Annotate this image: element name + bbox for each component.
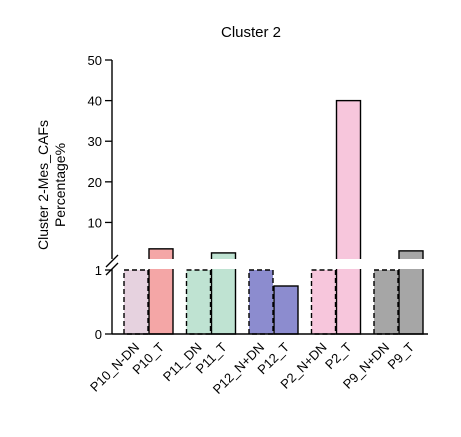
y-tick-label-10: 10 xyxy=(88,215,102,230)
bar-P2_T xyxy=(335,99,362,335)
x-category-label: P2_T xyxy=(322,339,355,372)
y-tick-label-40: 40 xyxy=(88,94,102,109)
bars-group xyxy=(123,99,424,335)
chart-title: Cluster 2 xyxy=(221,24,281,41)
bar-rect xyxy=(310,269,337,335)
y-tick-label-1: 1 xyxy=(95,263,102,278)
bar-rect xyxy=(335,99,362,335)
y-axis-label-line-1: Cluster 2-Mes_CAFs xyxy=(35,120,51,250)
axis-break-mark-upper xyxy=(105,254,119,268)
axis-break-mark-lower xyxy=(105,262,119,276)
bar-rect xyxy=(185,269,212,335)
axes-group xyxy=(104,60,434,335)
y-tick-label-20: 20 xyxy=(88,175,102,190)
y-tick-label-30: 30 xyxy=(88,134,102,149)
y-axis-label: Cluster 2-Mes_CAFs Percentage% xyxy=(35,120,68,250)
bar-rect xyxy=(373,269,399,335)
y-tick-label-0: 0 xyxy=(95,327,102,342)
x-category-labels: P10_N-DNP10_TP11_DNP11_TP12_N+DNP12_TP2_… xyxy=(87,339,417,396)
bar-P12_T xyxy=(273,285,299,335)
y-axis-label-line-2: Percentage% xyxy=(52,143,68,227)
bar-P11_DN xyxy=(185,269,212,335)
bar-P2_N+DN xyxy=(310,269,337,335)
x-category-label: P9_T xyxy=(385,339,418,372)
y-ticks-group: 0 1 10 20 30 40 50 xyxy=(88,53,112,342)
y-tick-label-50: 50 xyxy=(88,53,102,68)
bar-rect xyxy=(273,285,299,335)
bar-rect xyxy=(123,269,149,335)
bar-P10_N-DN xyxy=(123,269,149,335)
bar-P12_N+DN xyxy=(248,269,274,335)
bar-P9_N+DN xyxy=(373,269,399,335)
bar-rect xyxy=(248,269,274,335)
axis-break-gap xyxy=(104,259,434,269)
